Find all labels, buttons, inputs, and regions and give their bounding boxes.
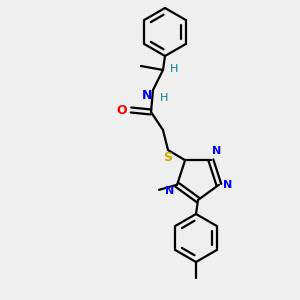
Text: H: H: [170, 64, 178, 74]
Text: H: H: [160, 93, 168, 103]
Text: O: O: [116, 103, 127, 116]
Text: N: N: [165, 186, 174, 196]
Text: N: N: [212, 146, 221, 156]
Text: S: S: [164, 151, 172, 164]
Text: N: N: [142, 89, 152, 102]
Text: N: N: [223, 180, 232, 190]
